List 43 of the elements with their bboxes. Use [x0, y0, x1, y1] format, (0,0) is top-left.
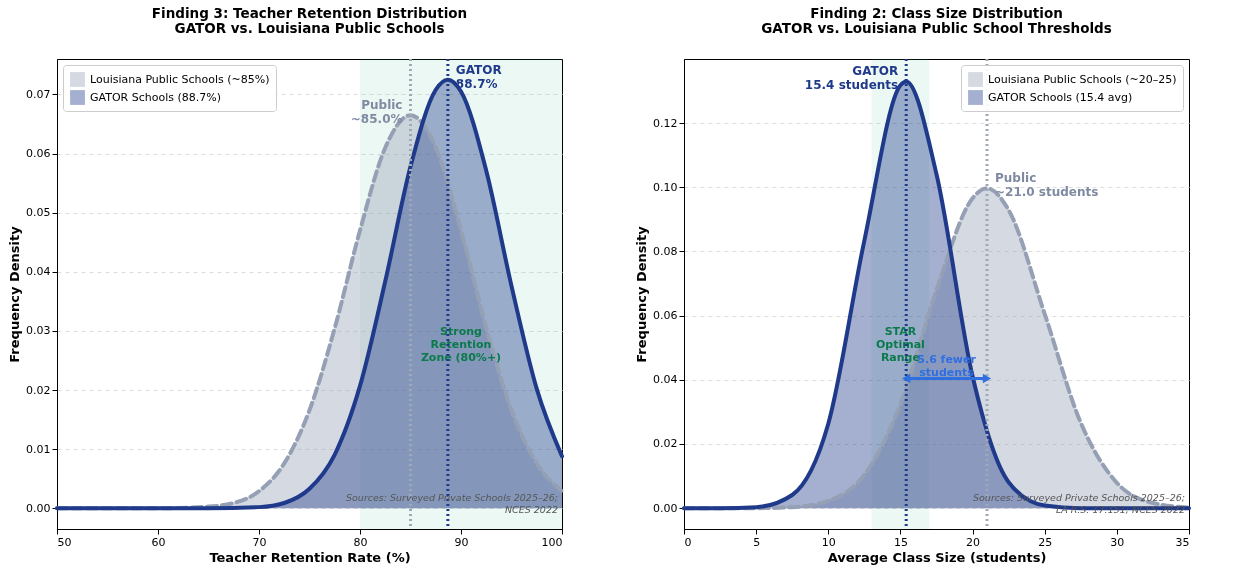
x-tick-label: 0	[684, 535, 692, 549]
y-tick-label: 0.08	[653, 244, 678, 258]
y-tick-label: 0.10	[653, 180, 678, 194]
ref-line-label: Public ~85.0%	[350, 98, 403, 127]
x-tick-label: 25	[1038, 535, 1053, 549]
y-axis-title: Frequency Density	[7, 225, 23, 363]
x-tick-label: 30	[1110, 535, 1125, 549]
ref-line-label: Public ~21.0 students	[995, 171, 1099, 200]
y-tick-label: 0.00	[26, 501, 51, 515]
y-tick-label: 0.00	[653, 501, 678, 515]
x-axis-title: Teacher Retention Rate (%)	[209, 549, 411, 565]
x-tick-label: 50	[57, 535, 72, 549]
x-tick-label: 60	[151, 535, 166, 549]
ref-line-label: GATOR 15.4 students	[804, 64, 899, 93]
x-tick-label: 10	[821, 535, 836, 549]
y-tick-label: 0.04	[653, 373, 678, 387]
chart-title: Finding 3: Teacher Retention Distribution GATOR vs. Louisiana Public Schools	[151, 4, 468, 36]
x-tick-label: 20	[966, 535, 981, 549]
chart-title: Finding 2: Class Size Distribution GATOR vs. Louisiana Public School Thresholds	[761, 4, 1112, 36]
x-tick-label: 80	[353, 535, 368, 549]
x-tick-label: 70	[252, 535, 267, 549]
y-tick-label: 0.06	[653, 309, 678, 323]
ref-line-label: GATOR 88.7%	[455, 62, 502, 91]
legend-label: Louisiana Public Schools (~85%)	[90, 72, 270, 86]
x-tick-label: 15	[893, 535, 908, 549]
y-axis-title: Frequency Density	[634, 225, 650, 363]
x-tick-label: 100	[541, 535, 563, 549]
legend-label: GATOR Schools (15.4 avg)	[988, 90, 1133, 104]
legend-label: GATOR Schools (88.7%)	[90, 90, 221, 104]
y-tick-label: 0.12	[653, 116, 678, 130]
y-tick-label: 0.06	[26, 147, 51, 161]
y-tick-label: 0.02	[26, 383, 51, 397]
y-tick-label: 0.05	[26, 206, 51, 220]
x-tick-label: 35	[1175, 535, 1190, 549]
y-tick-label: 0.04	[26, 265, 51, 279]
y-tick-label: 0.02	[653, 437, 678, 451]
y-tick-label: 0.03	[26, 324, 51, 338]
x-axis-title: Average Class Size (students)	[827, 549, 1047, 565]
x-tick-label: 90	[454, 535, 469, 549]
y-tick-label: 0.01	[26, 442, 51, 456]
legend-label: Louisiana Public Schools (~20–25)	[988, 72, 1177, 86]
x-tick-label: 5	[753, 535, 761, 549]
y-tick-label: 0.07	[26, 87, 51, 101]
